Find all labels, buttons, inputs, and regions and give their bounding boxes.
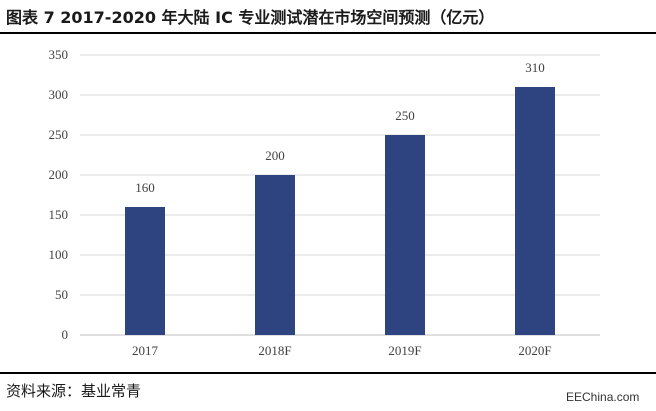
y-tick-label: 100 (49, 247, 69, 262)
y-tick-label: 150 (49, 207, 69, 222)
y-tick-label: 50 (55, 287, 68, 302)
data-label: 310 (525, 60, 545, 75)
chart-title: 图表 7 2017-2020 年大陆 IC 专业测试潜在市场空间预测（亿元） (6, 8, 495, 27)
bar (125, 207, 165, 335)
bar (515, 87, 555, 335)
y-tick-label: 350 (49, 47, 69, 62)
bar (385, 135, 425, 335)
data-label: 250 (395, 108, 415, 123)
bottom-rule (0, 372, 656, 374)
bar-chart: 0 50 100 150 200 250 300 350 160 2017 200 2018F 250 2… (49, 47, 600, 358)
top-rule (0, 32, 656, 34)
bar (255, 175, 295, 335)
x-tick-label: 2019F (388, 343, 421, 358)
y-tick-label: 300 (49, 87, 69, 102)
source-note: 资料来源：基业常青 (6, 382, 142, 400)
x-tick-label: 2018F (258, 343, 291, 358)
data-label: 160 (135, 180, 155, 195)
site-watermark: EEChina.com (566, 390, 640, 404)
y-tick-label: 200 (49, 167, 69, 182)
data-label: 200 (265, 148, 285, 163)
x-tick-label: 2017 (132, 343, 159, 358)
x-tick-label: 2020F (518, 343, 551, 358)
y-tick-label: 0 (62, 327, 69, 342)
y-tick-label: 250 (49, 127, 69, 142)
